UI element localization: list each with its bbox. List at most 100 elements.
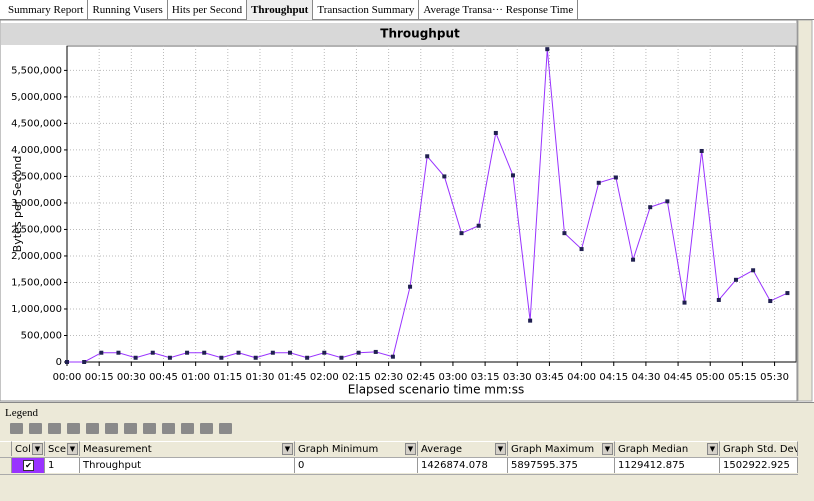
point-marker	[305, 355, 310, 360]
dropdown-arrow[interactable]: ▼	[602, 443, 613, 455]
point-marker	[356, 350, 361, 355]
x-tick-label: 01:30	[246, 372, 275, 383]
tab[interactable]: Throughput	[247, 0, 314, 20]
legend-title: Legend	[5, 407, 38, 419]
point-marker	[99, 350, 104, 355]
point-marker	[442, 174, 447, 179]
point-marker	[425, 154, 430, 159]
tab-bar: Summary Report Running Vusers Hits per Sec…	[0, 0, 814, 20]
tool-button[interactable]	[48, 423, 61, 434]
x-tick-label: 03:30	[503, 372, 532, 383]
y-tick-label: 1,500,000	[11, 277, 62, 288]
tool-button[interactable]	[200, 423, 213, 434]
point-marker	[373, 349, 378, 354]
dropdown-arrow[interactable]: ▼	[67, 443, 78, 455]
point-marker	[682, 300, 687, 305]
point-marker	[510, 173, 515, 178]
table-cell: 1	[45, 458, 80, 473]
header-cell[interactable]: Measurement ▼	[80, 441, 295, 456]
table-cell: 1502922.925	[720, 458, 798, 473]
tab[interactable]: Summary Report	[4, 0, 89, 20]
table-header: Col ▼ Sce ▼ Measurement ▼ Graph Minimum ▼ Averag…	[0, 441, 798, 458]
point-marker	[493, 130, 498, 135]
header-cell[interactable]: Graph Median ▼	[615, 441, 720, 456]
x-tick-label: 05:15	[728, 372, 757, 383]
dropdown-arrow[interactable]: ▼	[405, 443, 416, 455]
point-marker	[768, 299, 773, 304]
header-text: Measurement	[83, 444, 152, 455]
point-marker	[579, 247, 584, 252]
dropdown-arrow[interactable]: ▼	[32, 443, 43, 455]
point-marker	[631, 257, 636, 262]
chart: Throughput Elapsed scenario time mm:ss B…	[0, 20, 813, 402]
x-tick-label: 02:15	[342, 372, 371, 383]
tool-button[interactable]	[219, 423, 232, 434]
tool-button[interactable]	[105, 423, 118, 434]
y-tick-label: 500,000	[21, 330, 62, 341]
point-marker	[270, 350, 275, 355]
point-marker	[236, 350, 241, 355]
x-tick-label: 01:15	[213, 372, 242, 383]
y-tick-label: 4,500,000	[11, 118, 62, 129]
header-cell[interactable]: Average ▼	[418, 441, 508, 456]
dropdown-arrow[interactable]: ▼	[282, 443, 293, 455]
x-tick-label: 03:15	[471, 372, 500, 383]
point-marker	[390, 354, 395, 359]
point-marker	[459, 231, 464, 236]
y-tick-label: 2,000,000	[11, 251, 62, 262]
x-tick-label: 00:15	[85, 372, 114, 383]
header-cell[interactable]: Graph Std. Devia	[720, 441, 798, 456]
tool-button[interactable]	[67, 423, 80, 434]
table-cell: Throughput	[80, 458, 295, 473]
tab[interactable]: Average Transa··· Response Time	[419, 0, 579, 20]
y-tick-label: 0	[56, 357, 62, 368]
tool-button[interactable]	[162, 423, 175, 434]
table-row: ✔ 1 Throughput 0 1426874.078 5897595.375 11294…	[0, 458, 798, 475]
tab[interactable]: Hits per Second	[168, 0, 248, 20]
point-marker	[202, 350, 207, 355]
header-cell[interactable]: Graph Minimum ▼	[295, 441, 418, 456]
tool-button[interactable]	[124, 423, 137, 434]
tab[interactable]: Running Vusers	[88, 0, 168, 20]
point-marker	[528, 318, 533, 323]
point-marker	[185, 350, 190, 355]
table-cell: 1426874.078	[418, 458, 508, 473]
tool-button[interactable]	[181, 423, 194, 434]
tool-button[interactable]	[86, 423, 99, 434]
x-tick-label: 05:00	[696, 372, 725, 383]
header-cell[interactable]: Col ▼	[12, 441, 45, 456]
legend-panel: Legend Col ▼ Sce ▼ Measurement ▼ Graph Minimum…	[0, 402, 814, 501]
x-tick-label: 04:00	[567, 372, 596, 383]
point-marker	[133, 355, 138, 360]
point-marker	[287, 350, 292, 355]
dropdown-arrow[interactable]: ▼	[707, 443, 718, 455]
legend-table: Col ▼ Sce ▼ Measurement ▼ Graph Minimum ▼ Averag…	[0, 441, 798, 475]
tool-button[interactable]	[143, 423, 156, 434]
header-cell[interactable]: Sce ▼	[45, 441, 80, 456]
scrollbar[interactable]	[797, 20, 813, 402]
x-tick-label: 03:45	[535, 372, 564, 383]
x-tick-label: 04:45	[664, 372, 693, 383]
x-tick-label: 00:30	[117, 372, 146, 383]
header-text: Graph Minimum	[298, 444, 379, 455]
tool-button[interactable]	[10, 423, 23, 434]
point-marker	[82, 360, 87, 364]
tab[interactable]: Transaction Summary	[313, 0, 420, 20]
point-marker	[253, 355, 258, 360]
tool-button[interactable]	[29, 423, 42, 434]
header-cell[interactable]: Graph Maximum ▼	[508, 441, 615, 456]
checkbox[interactable]: ✔	[23, 460, 34, 471]
x-tick-label: 02:30	[374, 372, 403, 383]
point-marker	[322, 350, 327, 355]
chart-title: Throughput	[380, 27, 460, 41]
y-axis-title: Bytes per Second	[11, 156, 24, 253]
x-tick-label: 01:00	[181, 372, 210, 383]
point-marker	[648, 205, 653, 210]
point-marker	[545, 47, 550, 52]
x-tick-label: 04:15	[599, 372, 628, 383]
point-marker	[785, 291, 790, 296]
point-marker	[733, 277, 738, 282]
point-marker	[65, 360, 69, 364]
dropdown-arrow[interactable]: ▼	[495, 443, 506, 455]
